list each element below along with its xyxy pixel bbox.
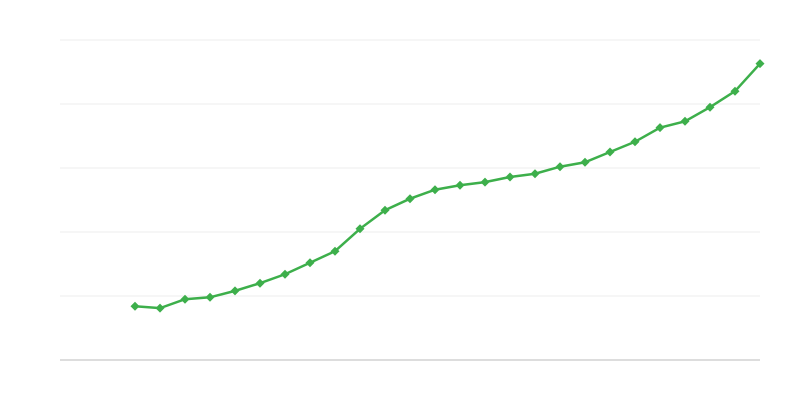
data-point: [655, 123, 665, 133]
data-point: [755, 59, 765, 69]
data-point: [405, 194, 415, 204]
data-point: [705, 102, 715, 112]
data-point: [205, 292, 215, 302]
series-line: [134, 62, 761, 310]
data-point: [605, 147, 615, 157]
data-point: [255, 278, 265, 288]
data-point: [380, 205, 390, 215]
data-point: [555, 162, 565, 172]
data-point: [280, 269, 290, 279]
data-point: [355, 224, 365, 234]
data-point: [480, 177, 490, 187]
data-point: [505, 172, 515, 182]
data-point: [580, 157, 590, 167]
data-point: [430, 185, 440, 195]
data-point: [130, 301, 140, 311]
data-point: [680, 116, 690, 126]
data-point: [180, 294, 190, 304]
data-point: [330, 246, 340, 256]
data-point: [730, 86, 740, 96]
data-point: [455, 180, 465, 190]
data-point: [230, 286, 240, 296]
data-point: [155, 303, 165, 313]
data-point: [630, 137, 640, 147]
data-point: [305, 258, 315, 268]
data-point: [530, 169, 540, 179]
